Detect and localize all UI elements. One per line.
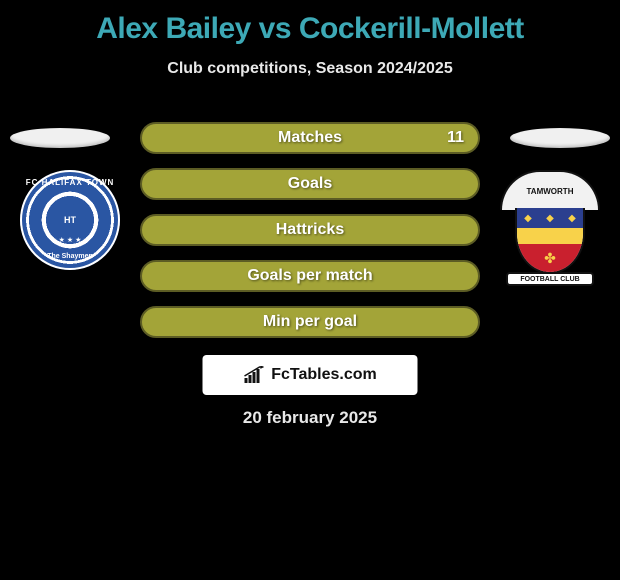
stat-left-value — [142, 216, 170, 244]
stat-row-goals-per-match: Goals per match — [140, 260, 480, 292]
stat-left-value — [142, 308, 170, 336]
bar-chart-icon — [243, 366, 265, 384]
subtitle: Club competitions, Season 2024/2025 — [0, 60, 620, 78]
stat-label: Goals — [288, 175, 332, 193]
stat-right-value: 11 — [433, 124, 478, 152]
stat-right-value — [450, 170, 478, 198]
player-right-ellipse — [510, 128, 610, 148]
tamworth-shield-chief: ◆◆◆ — [517, 208, 583, 228]
stats-table: Matches 11 Goals Hattricks Goals per mat… — [140, 122, 480, 352]
halifax-crest-top-text: FC HALIFAX TOWN — [20, 178, 120, 187]
player-left-ellipse — [10, 128, 110, 148]
stat-left-value — [142, 170, 170, 198]
stat-label: Hattricks — [276, 221, 344, 239]
stat-row-matches: Matches 11 — [140, 122, 480, 154]
tamworth-crest: TAMWORTH ◆◆◆ ✤ FOOTBALL CLUB — [500, 170, 600, 270]
halifax-crest-center: HT — [54, 204, 86, 236]
club-badge-left: FC HALIFAX TOWN HT ★ ★ ★ ★ ★ The Shaymen — [20, 170, 120, 270]
stat-label: Min per goal — [263, 313, 357, 331]
tamworth-crest-arc: TAMWORTH — [500, 170, 600, 210]
stat-row-min-per-goal: Min per goal — [140, 306, 480, 338]
stat-row-goals: Goals — [140, 168, 480, 200]
page-title: Alex Bailey vs Cockerill-Mollett — [0, 0, 620, 46]
tamworth-crest-ribbon: FOOTBALL CLUB — [506, 272, 594, 286]
stat-right-value — [450, 262, 478, 290]
fctables-logo: FcTables.com — [203, 355, 418, 395]
stat-right-value — [450, 216, 478, 244]
stat-label: Matches — [278, 129, 342, 147]
stat-row-hattricks: Hattricks — [140, 214, 480, 246]
stat-left-value — [142, 124, 170, 152]
comparison-infographic: Alex Bailey vs Cockerill-Mollett Club co… — [0, 0, 620, 580]
stat-label: Goals per match — [247, 267, 372, 285]
halifax-crest: FC HALIFAX TOWN HT ★ ★ ★ ★ ★ The Shaymen — [20, 170, 120, 270]
club-badge-right: TAMWORTH ◆◆◆ ✤ FOOTBALL CLUB — [500, 170, 600, 270]
stat-right-value — [450, 308, 478, 336]
tamworth-shield-mid — [517, 228, 583, 244]
halifax-crest-bottom-text: The Shaymen — [20, 253, 120, 260]
fctables-logo-text: FcTables.com — [271, 366, 377, 384]
halifax-crest-stars: ★ ★ ★ ★ ★ — [20, 236, 120, 244]
stat-left-value — [142, 262, 170, 290]
tamworth-shield: ◆◆◆ ✤ — [515, 208, 585, 274]
date-label: 20 february 2025 — [0, 408, 620, 428]
tamworth-shield-base: ✤ — [517, 244, 583, 272]
